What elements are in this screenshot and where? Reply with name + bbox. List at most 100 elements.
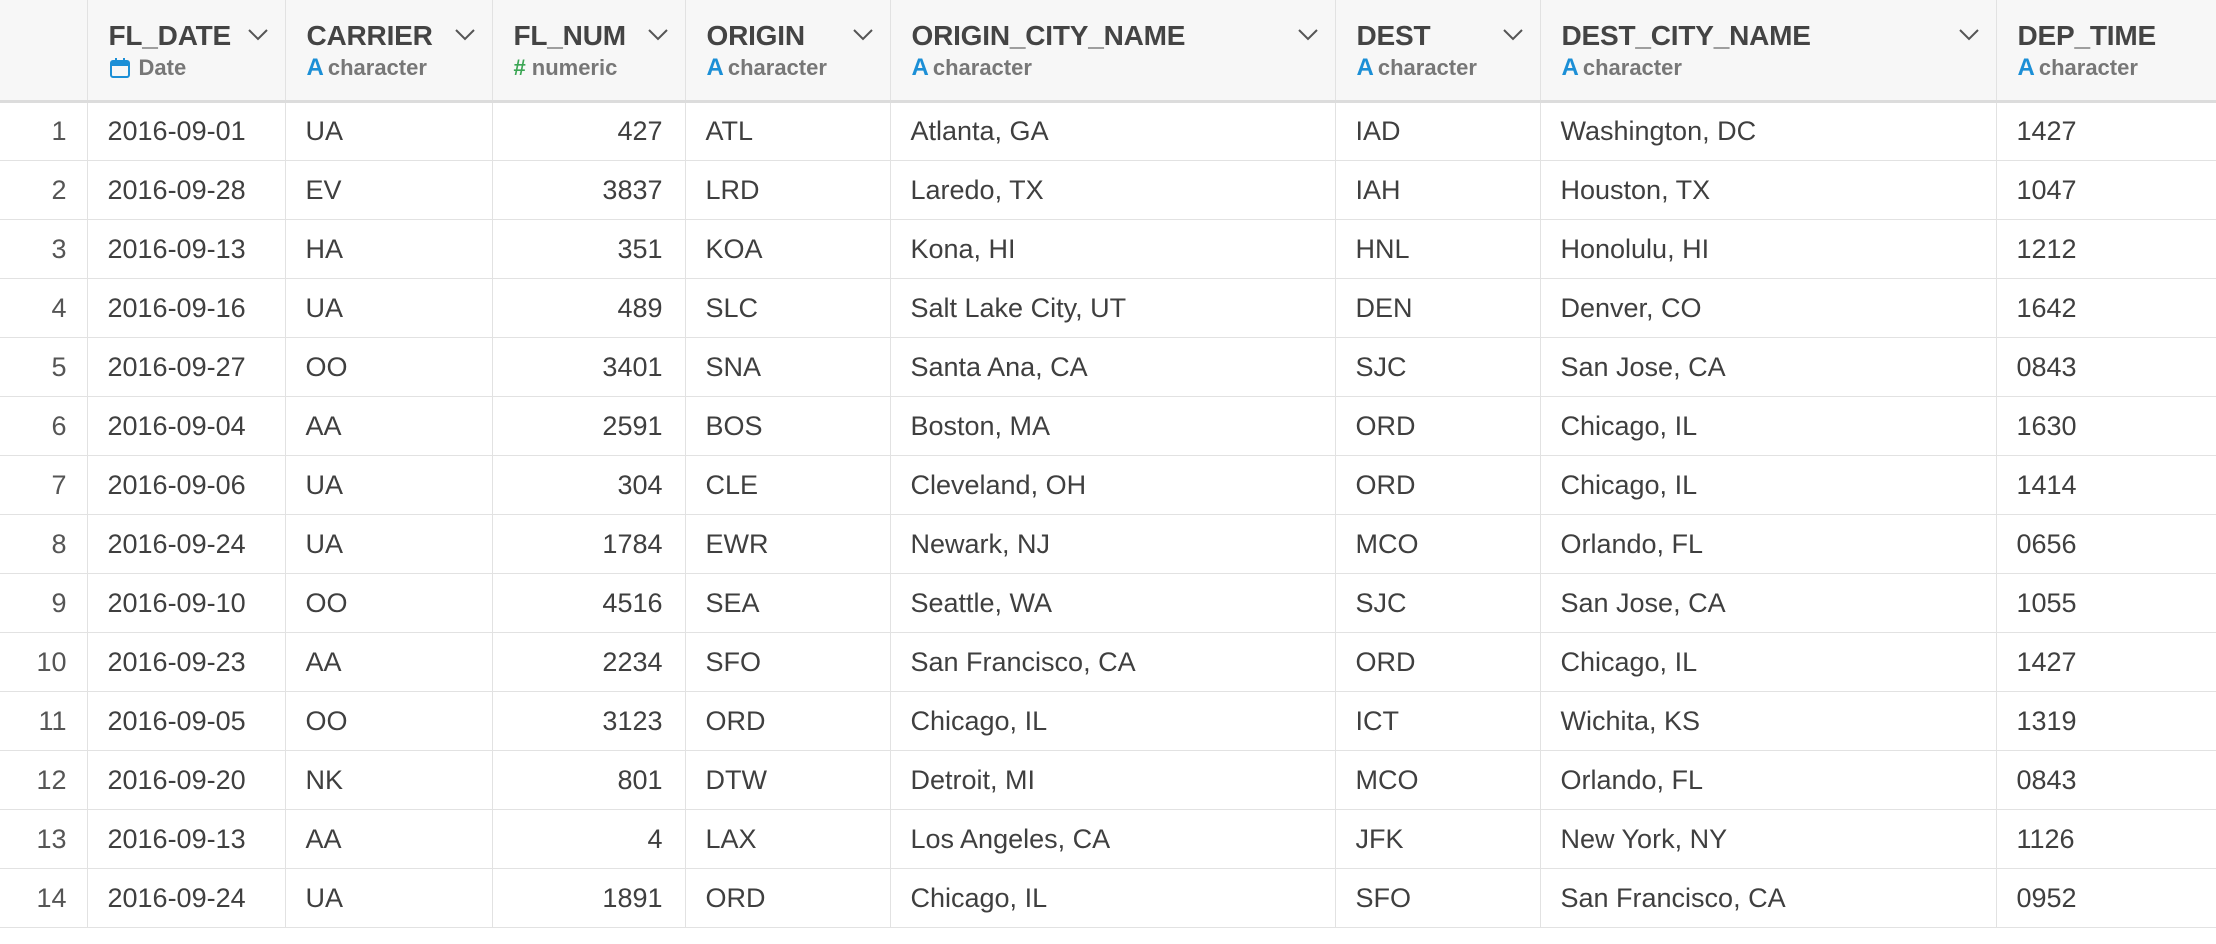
table-row: 1 2016-09-01 UA 427 ATL Atlanta, GA IAD Washing… bbox=[0, 101, 2216, 161]
cell-fl-num: 427 bbox=[492, 101, 686, 161]
row-index: 13 bbox=[0, 809, 88, 869]
cell-origin-city-name: Newark, NJ bbox=[890, 514, 1336, 574]
table-row: 13 2016-09-13 AA 4 LAX Los Angeles, CA JFK New … bbox=[0, 809, 2216, 869]
cell-dest: ICT bbox=[1335, 691, 1541, 751]
chevron-down-icon[interactable] bbox=[647, 28, 669, 42]
cell-dep-time: 0952 bbox=[1996, 868, 2216, 928]
cell-dep-time: 1414 bbox=[1996, 455, 2216, 515]
cell-origin-city-name: Chicago, IL bbox=[890, 691, 1336, 751]
cell-fl-num: 489 bbox=[492, 278, 686, 338]
cell-origin: DTW bbox=[685, 750, 891, 810]
column-header-content: FL_NUM # numeric bbox=[493, 0, 685, 80]
cell-dest-city-name: New York, NY bbox=[1540, 809, 1997, 869]
table-row: 2 2016-09-28 EV 3837 LRD Laredo, TX IAH Houston… bbox=[0, 160, 2216, 220]
cell-carrier: AA bbox=[285, 396, 493, 456]
cell-origin-city-name: Chicago, IL bbox=[890, 868, 1336, 928]
chevron-down-icon[interactable] bbox=[247, 28, 269, 42]
cell-origin-city-name: Los Angeles, CA bbox=[890, 809, 1336, 869]
column-type-label: Date bbox=[138, 55, 187, 80]
chevron-down-icon[interactable] bbox=[1958, 28, 1980, 42]
column-header-fl-num[interactable]: FL_NUM # numeric bbox=[492, 0, 686, 103]
cell-fl-date: 2016-09-01 bbox=[87, 101, 286, 161]
cell-fl-num: 351 bbox=[492, 219, 686, 279]
cell-fl-date: 2016-09-05 bbox=[87, 691, 286, 751]
cell-fl-num: 4516 bbox=[492, 573, 686, 633]
cell-dest: DEN bbox=[1335, 278, 1541, 338]
row-index: 12 bbox=[0, 750, 88, 810]
cell-dest: ORD bbox=[1335, 455, 1541, 515]
cell-dest-city-name: San Francisco, CA bbox=[1540, 868, 1997, 928]
cell-fl-num: 3123 bbox=[492, 691, 686, 751]
cell-dest: IAD bbox=[1335, 101, 1541, 161]
cell-dest: ORD bbox=[1335, 632, 1541, 692]
cell-dep-time: 1427 bbox=[1996, 632, 2216, 692]
cell-dest-city-name: San Jose, CA bbox=[1540, 337, 1997, 397]
cell-fl-date: 2016-09-28 bbox=[87, 160, 286, 220]
column-type-label: character bbox=[932, 55, 1032, 80]
character-type-icon: A bbox=[306, 54, 324, 81]
cell-origin: SLC bbox=[685, 278, 891, 338]
chevron-down-icon[interactable] bbox=[1502, 28, 1524, 42]
column-name: DEST_CITY_NAME bbox=[1561, 20, 1811, 51]
table-row: 5 2016-09-27 OO 3401 SNA Santa Ana, CA SJC San … bbox=[0, 337, 2216, 397]
cell-dest-city-name: Denver, CO bbox=[1540, 278, 1997, 338]
table-row: 6 2016-09-04 AA 2591 BOS Boston, MA ORD Chicago… bbox=[0, 396, 2216, 456]
character-type-icon: A bbox=[2017, 54, 2035, 81]
character-type-icon: A bbox=[1561, 54, 1579, 81]
cell-dest-city-name: Orlando, FL bbox=[1540, 750, 1997, 810]
cell-carrier: NK bbox=[285, 750, 493, 810]
cell-dest: IAH bbox=[1335, 160, 1541, 220]
table-row: 3 2016-09-13 HA 351 KOA Kona, HI HNL Honolulu, … bbox=[0, 219, 2216, 279]
column-type-label: numeric bbox=[531, 55, 618, 80]
row-index: 6 bbox=[0, 396, 88, 456]
chevron-down-icon[interactable] bbox=[1297, 28, 1319, 42]
cell-dest-city-name: Orlando, FL bbox=[1540, 514, 1997, 574]
column-header-fl-date[interactable]: FL_DATE Date bbox=[87, 0, 286, 103]
table-body: 1 2016-09-01 UA 427 ATL Atlanta, GA IAD Washing… bbox=[0, 101, 2216, 928]
cell-dest: SJC bbox=[1335, 573, 1541, 633]
row-index: 9 bbox=[0, 573, 88, 633]
calendar-icon bbox=[109, 58, 130, 78]
column-type-label: character bbox=[327, 55, 427, 80]
chevron-down-icon[interactable] bbox=[852, 28, 874, 42]
cell-fl-num: 2591 bbox=[492, 396, 686, 456]
cell-carrier: OO bbox=[285, 691, 493, 751]
cell-origin: LAX bbox=[685, 809, 891, 869]
cell-origin: KOA bbox=[685, 219, 891, 279]
cell-dest-city-name: Honolulu, HI bbox=[1540, 219, 1997, 279]
cell-dest-city-name: Wichita, KS bbox=[1540, 691, 1997, 751]
cell-fl-num: 3401 bbox=[492, 337, 686, 397]
row-index: 11 bbox=[0, 691, 88, 751]
cell-origin: CLE bbox=[685, 455, 891, 515]
cell-dest: MCO bbox=[1335, 750, 1541, 810]
row-index: 7 bbox=[0, 455, 88, 515]
cell-origin: SEA bbox=[685, 573, 891, 633]
column-header-content: FL_DATE Date bbox=[88, 0, 285, 80]
cell-origin-city-name: Santa Ana, CA bbox=[890, 337, 1336, 397]
chevron-down-icon[interactable] bbox=[454, 28, 476, 42]
cell-origin-city-name: Kona, HI bbox=[890, 219, 1336, 279]
cell-dest: ORD bbox=[1335, 396, 1541, 456]
cell-fl-date: 2016-09-27 bbox=[87, 337, 286, 397]
row-index: 8 bbox=[0, 514, 88, 574]
character-type-icon: A bbox=[706, 54, 724, 81]
cell-origin-city-name: Boston, MA bbox=[890, 396, 1336, 456]
column-name: DEST bbox=[1356, 20, 1431, 51]
cell-carrier: HA bbox=[285, 219, 493, 279]
cell-fl-date: 2016-09-24 bbox=[87, 514, 286, 574]
row-index: 3 bbox=[0, 219, 88, 279]
cell-dep-time: 1427 bbox=[1996, 101, 2216, 161]
cell-origin-city-name: Seattle, WA bbox=[890, 573, 1336, 633]
cell-dep-time: 1630 bbox=[1996, 396, 2216, 456]
cell-origin: SFO bbox=[685, 632, 891, 692]
